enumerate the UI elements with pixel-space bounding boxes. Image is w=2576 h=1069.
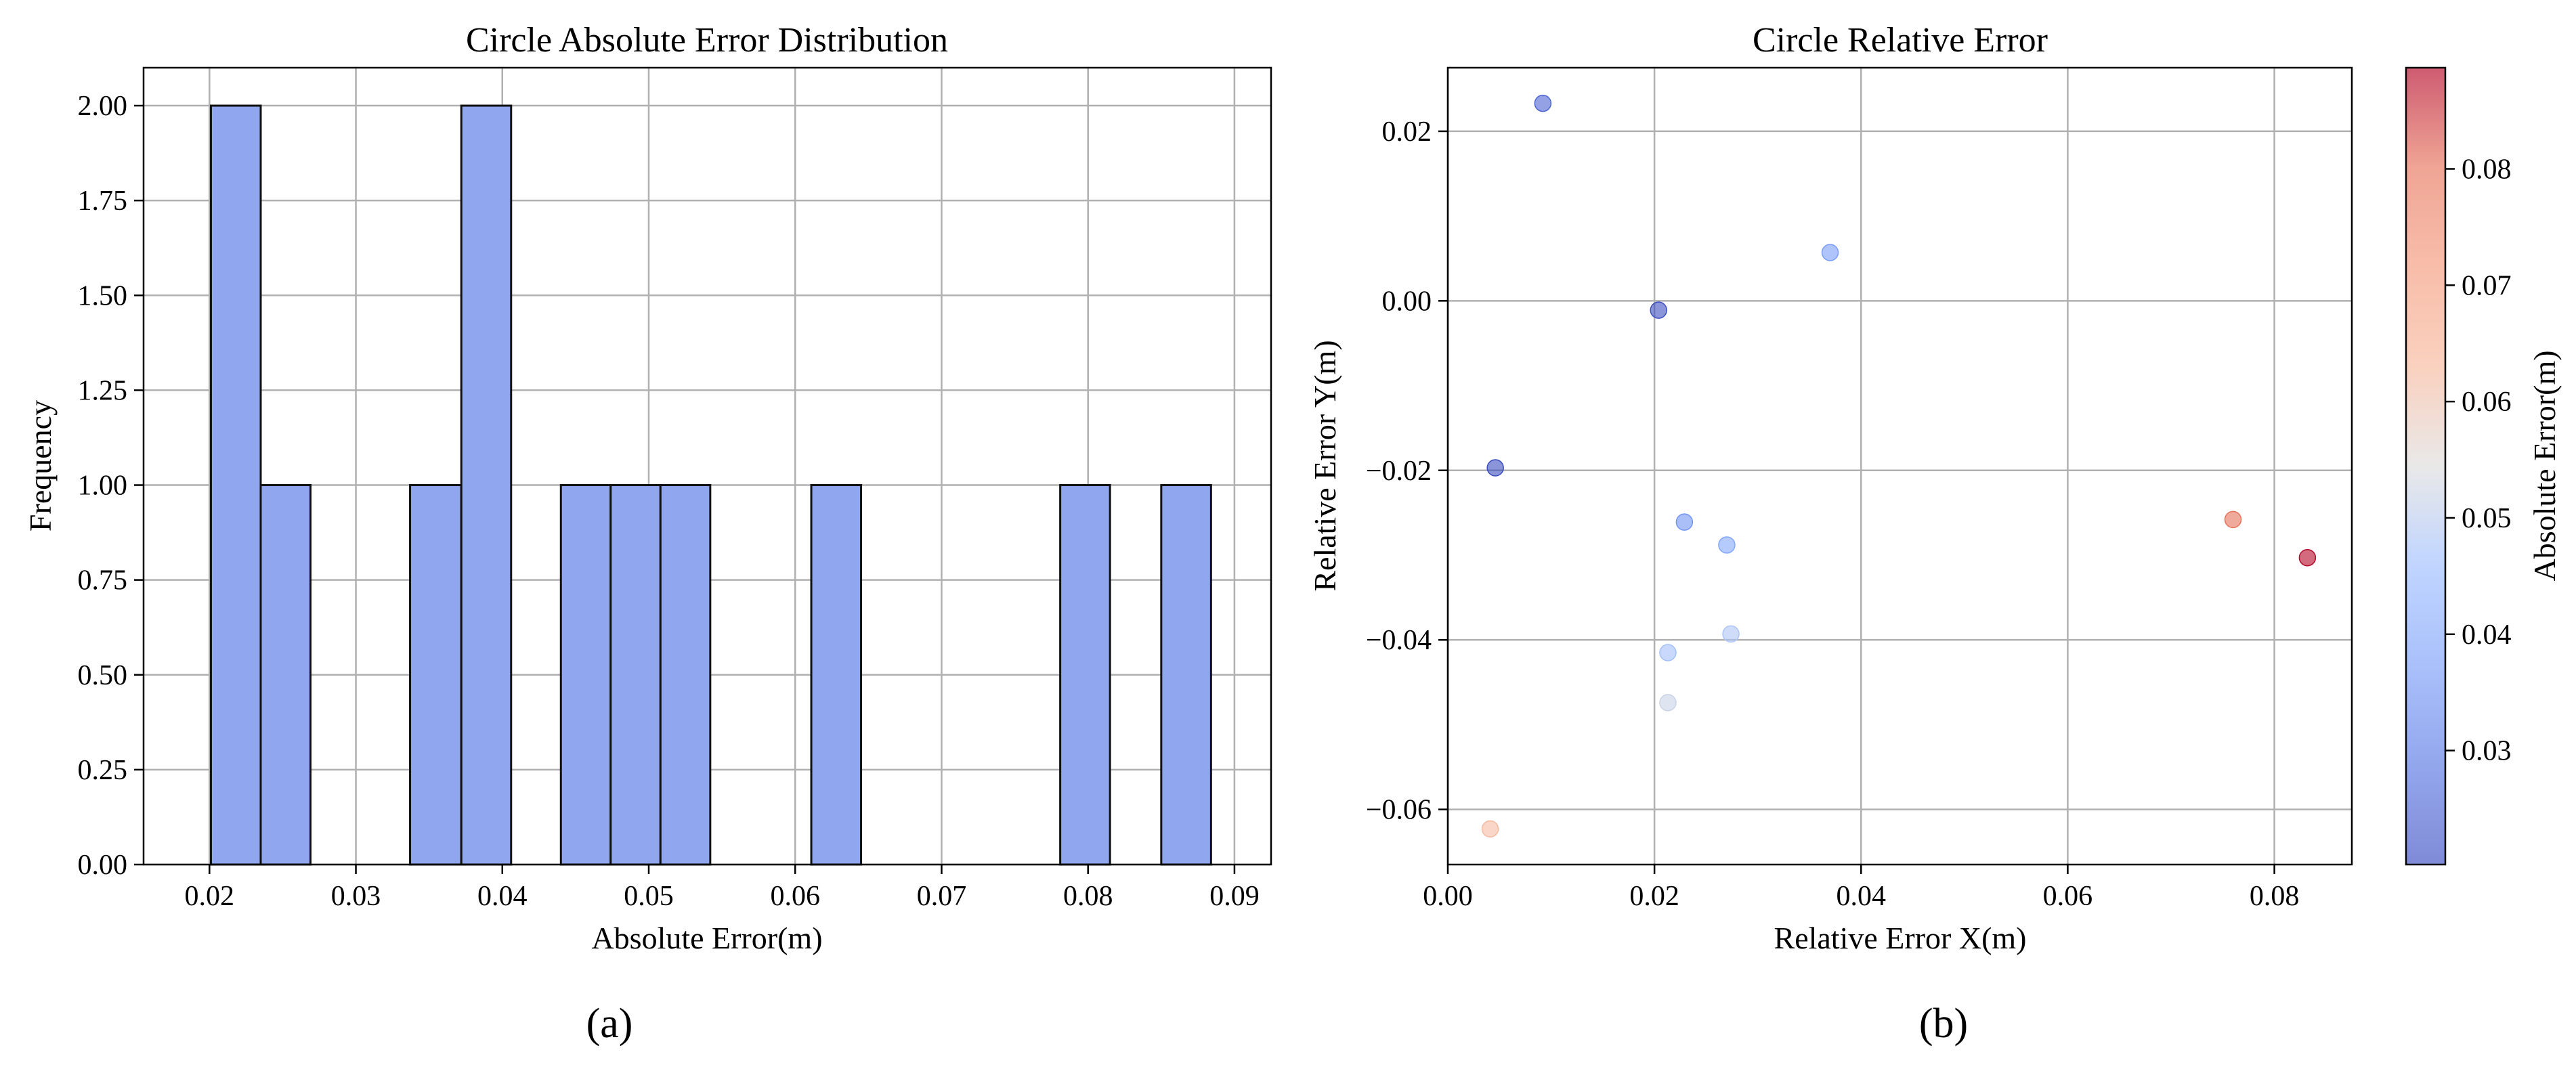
histogram-x-tick-label: 0.04 <box>477 881 528 912</box>
panel-label-b: (b) <box>1919 1001 1968 1047</box>
scatter-point <box>1481 820 1499 838</box>
scatter-x-axis-label: Relative Error X(m) <box>1774 921 2027 955</box>
colorbar-frame <box>2405 66 2447 866</box>
histogram-bar <box>409 484 463 866</box>
scatter-point <box>1534 94 1552 112</box>
scatter-y-tick-label: 0.00 <box>1382 286 1432 317</box>
histogram-bars <box>209 104 1212 866</box>
histogram-y-tick-label: 1.75 <box>78 186 128 217</box>
histogram-x-tick-label: 0.06 <box>770 881 820 912</box>
histogram-chart: 0.02 0.03 0.04 0.05 0.06 0.07 0.08 0.09 0.00 0.2… <box>23 21 1272 1047</box>
scatter-x-tick-label: 0.04 <box>1837 881 1887 912</box>
scatter-y-tick-label: 0.02 <box>1382 116 1432 148</box>
colorbar-tick-label: 0.07 <box>2462 270 2512 301</box>
histogram-y-tick-label: 0.25 <box>78 755 128 786</box>
histogram-x-tick-label: 0.09 <box>1209 881 1260 912</box>
scatter-plot-frame <box>1446 66 2353 866</box>
colorbar-ticks: 0.03 0.04 0.05 0.06 0.07 0.08 <box>2445 154 2512 767</box>
histogram-y-ticks: 0.00 0.25 0.50 0.75 1.00 1.25 1.50 1.75 2.00 <box>78 91 144 881</box>
histogram-y-tick-label: 0.00 <box>78 850 128 881</box>
scatter-x-ticks: 0.00 0.02 0.04 0.06 0.08 <box>1423 865 2299 912</box>
scatter-point <box>1675 513 1694 531</box>
histogram-plot-frame <box>142 66 1272 866</box>
scatter-point <box>2298 548 2317 567</box>
scatter-y-ticks: −0.06 −0.04 −0.02 0.00 0.02 <box>1366 116 1448 826</box>
scatter-title: Circle Relative Error <box>1753 21 2048 60</box>
histogram-bar <box>659 484 712 866</box>
histogram-bar <box>559 484 612 866</box>
histogram-y-tick-label: 2.00 <box>78 91 128 122</box>
histogram-y-tick-label: 0.50 <box>78 660 128 691</box>
histogram-y-tick-label: 0.75 <box>78 565 128 596</box>
histogram-bar <box>1160 484 1212 866</box>
histogram-bar <box>259 484 312 866</box>
histogram-x-tick-label: 0.07 <box>917 881 967 912</box>
panel-label-a: (a) <box>586 1001 633 1047</box>
scatter-points <box>1481 94 2317 838</box>
histogram-y-axis-label: Frequency <box>23 400 58 531</box>
histogram-title: Circle Absolute Error Distribution <box>466 21 948 60</box>
histogram-y-tick-label: 1.50 <box>78 280 128 311</box>
histogram-x-tick-label: 0.08 <box>1063 881 1113 912</box>
scatter-chart: 0.00 0.02 0.04 0.06 0.08 −0.06 −0.04 −0.02 0.00… <box>1308 21 2562 1047</box>
scatter-x-tick-label: 0.06 <box>2043 881 2093 912</box>
colorbar-tick-label: 0.08 <box>2462 154 2512 185</box>
histogram-x-tick-label: 0.02 <box>185 881 235 912</box>
colorbar-tick-label: 0.03 <box>2462 736 2512 767</box>
scatter-x-tick-label: 0.00 <box>1423 881 1473 912</box>
histogram-bar <box>810 484 863 866</box>
histogram-bar <box>1059 484 1111 866</box>
scatter-grid <box>1446 68 2352 865</box>
scatter-x-tick-label: 0.02 <box>1629 881 1679 912</box>
scatter-x-tick-label: 0.08 <box>2250 881 2300 912</box>
histogram-x-ticks: 0.02 0.03 0.04 0.05 0.06 0.07 0.08 0.09 <box>185 865 1260 912</box>
scatter-point <box>1659 694 1677 712</box>
scatter-point <box>1722 625 1740 643</box>
histogram-bar <box>209 104 262 866</box>
scatter-point <box>1821 244 1839 261</box>
scatter-y-tick-label: −0.04 <box>1366 625 1432 656</box>
histogram-x-tick-label: 0.05 <box>624 881 674 912</box>
scatter-point <box>1650 301 1667 319</box>
scatter-point <box>2224 510 2242 529</box>
colorbar-gradient <box>2406 68 2445 865</box>
colorbar-tick-label: 0.04 <box>2462 619 2512 651</box>
histogram-y-tick-label: 1.00 <box>78 471 128 502</box>
histogram-bar <box>460 104 513 866</box>
scatter-y-tick-label: −0.06 <box>1366 795 1432 826</box>
scatter-y-tick-label: −0.02 <box>1366 456 1432 487</box>
scatter-y-axis-label: Relative Error Y(m) <box>1308 340 1342 591</box>
histogram-bar <box>609 484 662 866</box>
colorbar-tick-label: 0.05 <box>2462 503 2512 534</box>
colorbar-label: Absolute Error(m) <box>2527 350 2562 581</box>
scatter-point <box>1659 644 1677 661</box>
histogram-y-tick-label: 1.25 <box>78 375 128 406</box>
scatter-point <box>1718 536 1736 554</box>
histogram-x-axis-label: Absolute Error(m) <box>591 921 822 955</box>
histogram-x-tick-label: 0.03 <box>331 881 381 912</box>
colorbar-tick-label: 0.06 <box>2462 387 2512 418</box>
scatter-point <box>1486 459 1504 477</box>
